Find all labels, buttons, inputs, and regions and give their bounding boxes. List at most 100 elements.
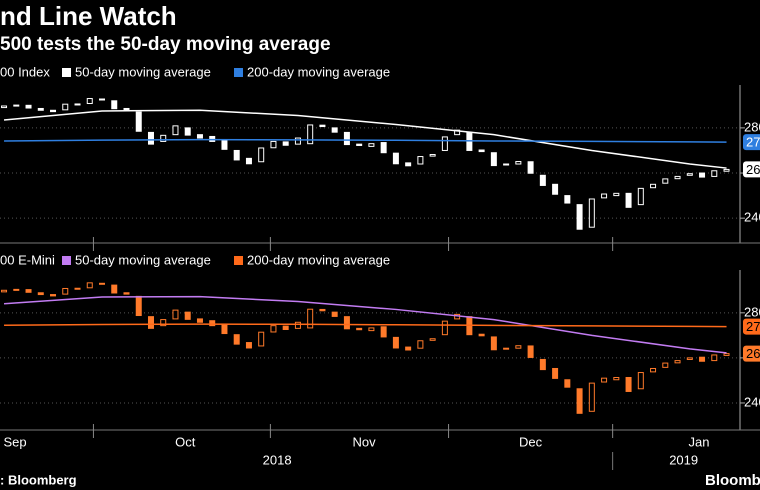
candle [356,327,363,331]
candle [650,183,657,189]
candle [405,346,412,351]
x-tick-label: Dec [519,434,543,449]
candle [699,356,706,362]
candle [25,104,32,109]
candle [662,178,669,184]
candle [62,103,69,111]
candle [99,98,106,101]
candle [564,379,571,388]
candle [13,104,20,107]
candle [160,319,167,327]
last-value-box [743,134,760,151]
candle [711,170,718,177]
candle [515,161,522,165]
last-value-label: 2737 [746,135,760,150]
candle [233,149,240,161]
legend-label: 50-day moving average [75,64,211,79]
candle [368,143,375,147]
candle [196,134,203,139]
y-tick-label: 2400 [744,210,760,225]
candle [686,357,693,360]
x-tick-label: Oct [175,434,196,449]
last-value-label: 2616 [746,162,760,177]
candle [258,331,265,347]
x-year-label: 2018 [263,452,292,467]
candle [539,174,546,186]
candle [282,325,289,330]
candle [307,308,314,329]
candle [392,336,399,349]
candle [111,284,118,294]
candle [650,367,657,373]
candle [245,157,252,165]
chart-subtitle: 500 tests the 50-day moving average [0,34,331,55]
candle [37,292,44,296]
candle [270,140,277,149]
candle [307,124,314,145]
candle [429,338,436,341]
y-tick-label: 2400 [744,394,760,409]
candle [392,152,399,165]
candle [478,333,485,337]
ma-line [4,138,727,143]
candle [172,125,179,136]
candle [503,347,510,350]
candle [662,362,669,368]
candle [184,311,191,320]
candle [625,192,632,208]
candle [613,192,620,197]
candle [503,163,510,166]
candle [601,193,608,199]
candle [343,131,350,146]
last-value-box [743,161,760,178]
candle [184,127,191,136]
candle [527,161,534,174]
candle [331,311,338,317]
x-tick-label: Nov [352,434,376,449]
candle [74,103,81,106]
candle [478,149,485,153]
legend-label: 200-day moving average [247,252,390,267]
candle [135,111,142,132]
candle [319,124,326,128]
x-tick-label: Jan [688,434,709,449]
candle [319,308,326,312]
legend-label: 200-day moving average [247,64,390,79]
candle [343,316,350,330]
candle [245,342,252,349]
candle [50,294,57,297]
candle [331,127,338,133]
candle [135,295,142,317]
candle [270,325,277,333]
candle [417,156,424,165]
candle [405,162,412,167]
candle [723,168,730,172]
ma-line [3,109,727,169]
candle [552,367,559,379]
candle [490,152,497,167]
candle [380,326,387,338]
candle [356,143,363,146]
candle [294,321,301,329]
candle [539,358,546,371]
candle [74,287,81,290]
candle [380,142,387,154]
legend-swatch [234,68,243,77]
candle [625,376,632,392]
candle [637,187,644,206]
legend-swatch [234,256,243,265]
candle [62,287,69,295]
candle [282,141,289,146]
candle [209,320,216,327]
candle [711,354,718,362]
candle [86,282,93,289]
last-value-box [743,318,760,335]
candle [99,282,106,285]
candle [1,105,8,109]
logo: Bloomberg [705,472,760,489]
candle [25,289,32,293]
legend-label: 00 Index [0,64,50,79]
last-value-label: 2739 [746,319,760,334]
candle [588,382,595,412]
